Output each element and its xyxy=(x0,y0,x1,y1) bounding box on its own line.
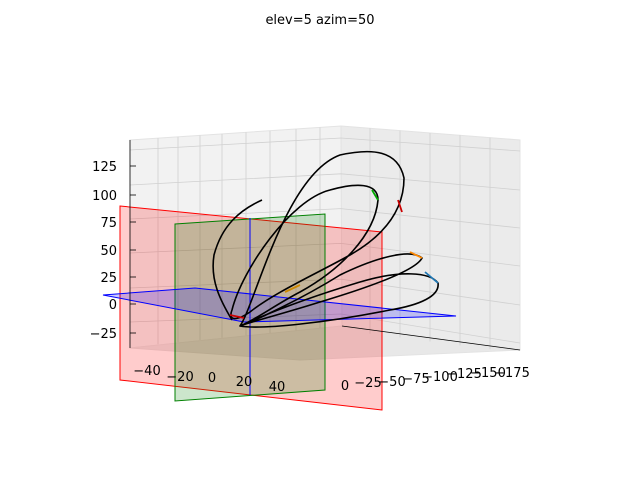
x-tick-label: 0 xyxy=(208,371,216,386)
z-tick-label: 100 xyxy=(92,189,117,204)
y-tick-label: −125 xyxy=(446,367,482,382)
chart-title: elev=5 azim=50 xyxy=(265,13,375,28)
y-tick-label: −100 xyxy=(422,370,458,385)
z-tick-label: 25 xyxy=(100,271,117,286)
x-tick-label: −40 xyxy=(133,364,160,379)
x-axis-ticks: −40 −20 0 20 40 xyxy=(133,364,285,395)
z-tick-label: 0 xyxy=(109,298,117,313)
trajectory-loop-inner xyxy=(212,199,263,321)
z-tick-label: 125 xyxy=(92,160,117,175)
trajectory-highlights xyxy=(229,189,439,319)
y-tick-label: −175 xyxy=(494,366,530,381)
y-axis-ticks: 0 −25−50−75−100−125−150−175 xyxy=(341,366,530,394)
x-tick-label: 20 xyxy=(236,375,253,390)
trajectory-path xyxy=(230,150,439,328)
y-tick-label: −150 xyxy=(470,366,506,381)
y-tick-label: −25 xyxy=(354,376,381,391)
z-tick-label: 50 xyxy=(100,244,117,259)
plane-x0 xyxy=(119,205,383,411)
z-tick-label: −25 xyxy=(90,327,117,342)
y-axis-line xyxy=(341,325,521,351)
x-tick-label: 40 xyxy=(269,380,286,395)
axes-panes xyxy=(129,125,521,361)
y-tick-label: −75 xyxy=(402,372,429,387)
y-tick-label: −50 xyxy=(378,375,405,390)
z-axis-ticks: −25 0 25 50 75 100 125 xyxy=(90,160,136,342)
z-tick-label: 75 xyxy=(100,216,117,231)
x-tick-label: −20 xyxy=(166,370,193,385)
y-tick-label: 0 xyxy=(341,379,349,394)
